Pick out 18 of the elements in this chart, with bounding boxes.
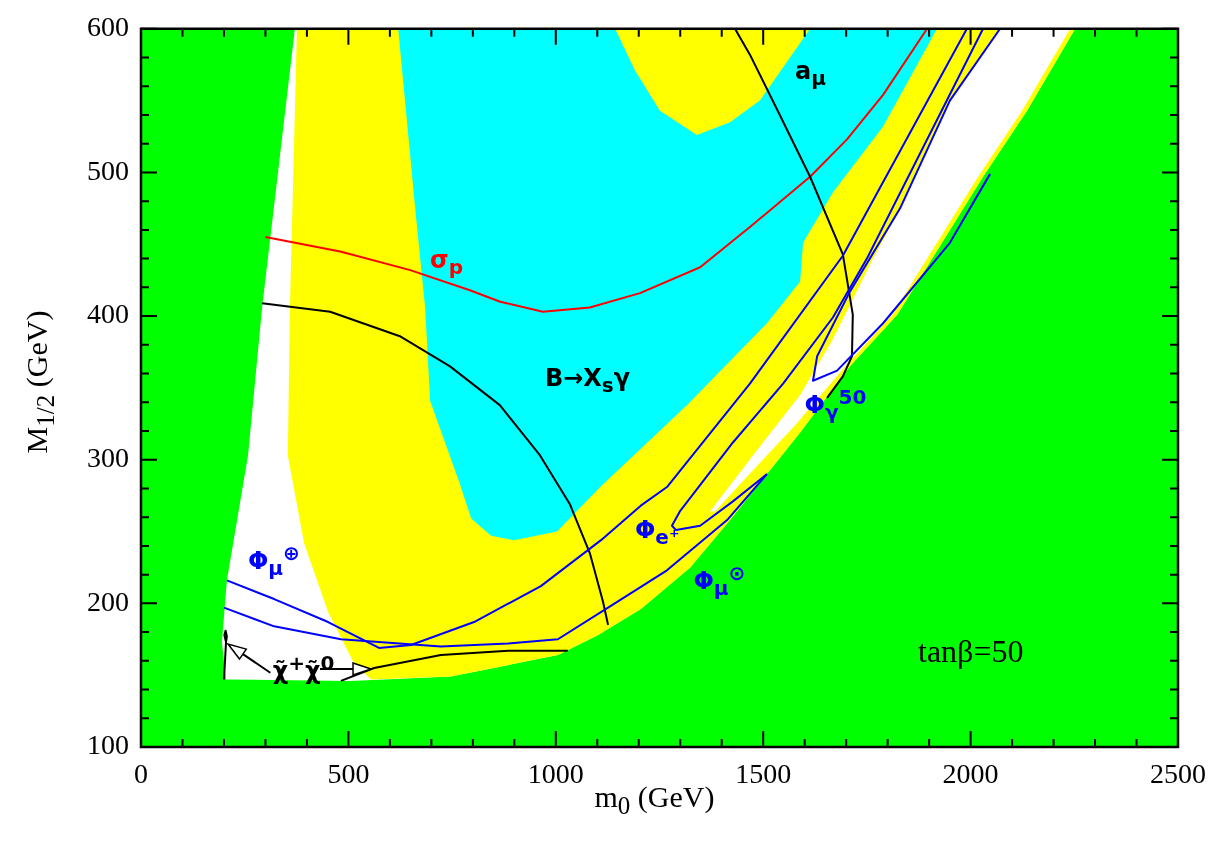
y-tick-label: 500 xyxy=(87,154,129,186)
x-tick-label: 1000 xyxy=(527,758,584,790)
y-tick-label: 100 xyxy=(87,729,129,761)
series-label: σ$_{p}$ xyxy=(430,246,464,279)
series-label: a$_{μ}$ xyxy=(795,56,826,90)
x-tick-label: 2000 xyxy=(942,758,999,790)
series-label: B→X$_{s}$γ xyxy=(544,363,631,397)
y-tick-label: 200 xyxy=(87,585,129,617)
y-tick-label: 400 xyxy=(87,298,129,330)
y-tick-label: 300 xyxy=(87,442,129,474)
x-tick-label: 500 xyxy=(327,758,370,790)
x-tick-label: 1500 xyxy=(735,758,792,790)
x-tick-label: 2500 xyxy=(1150,758,1206,790)
annotation: tanβ=50 xyxy=(918,633,1024,669)
y-tick-label: 600 xyxy=(87,11,129,43)
x-axis-title: m$_{0}$ (GeV) xyxy=(594,780,715,819)
x-tick-label: 0 xyxy=(134,758,148,790)
series-label: Φ$_{e⁺}$ xyxy=(634,516,680,549)
